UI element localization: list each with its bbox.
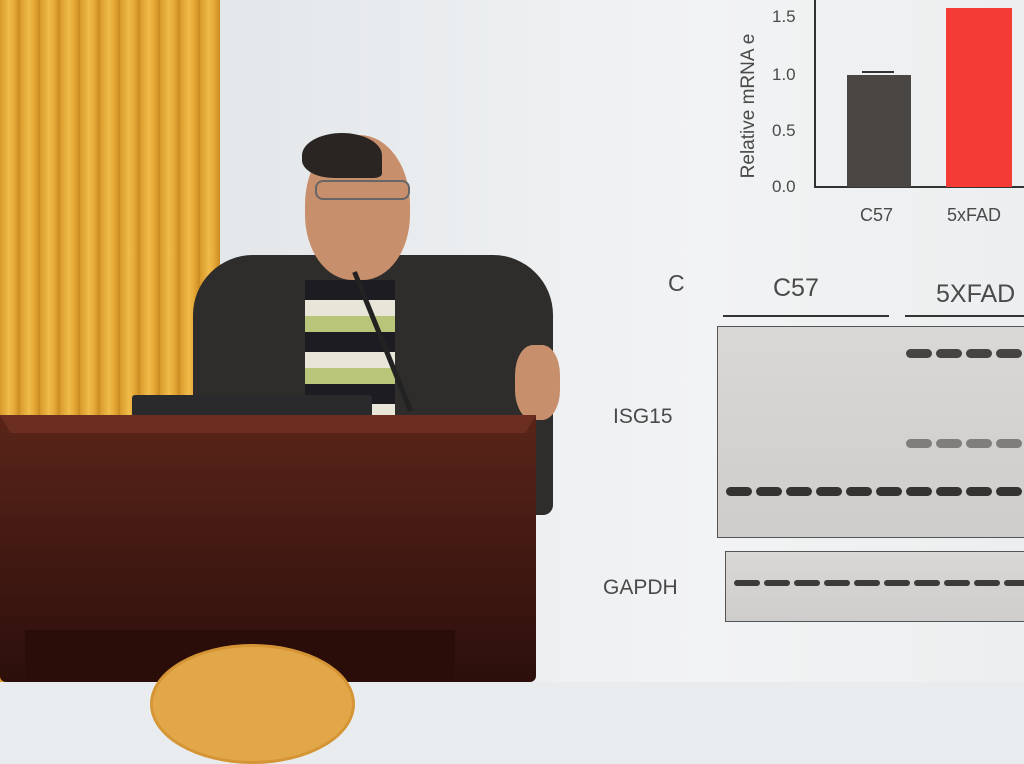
speaker-hand <box>515 345 560 420</box>
group-label-5xfad: 5XFAD <box>936 280 1016 308</box>
blot-band <box>824 580 850 586</box>
error-bar <box>862 71 894 73</box>
university-seal-logo <box>150 644 355 764</box>
blot-band <box>906 439 932 448</box>
blot-band <box>906 349 932 358</box>
blot-band <box>936 439 962 448</box>
blot-band <box>966 487 992 496</box>
blot-band <box>906 487 932 496</box>
y-axis-label: Relative mRNA e <box>738 33 759 179</box>
blot-band <box>764 580 790 586</box>
blot-band <box>996 439 1022 448</box>
x-tick-label: C57 <box>860 205 894 225</box>
blot-band <box>816 487 842 496</box>
bar-5xfad <box>946 7 1012 187</box>
blot-band <box>734 580 760 586</box>
blot-band <box>786 487 812 496</box>
blot-isg15 <box>717 326 1024 538</box>
bar-c57 <box>847 75 911 187</box>
blot-band <box>756 487 782 496</box>
blot-band <box>794 580 820 586</box>
blot-band <box>944 580 970 586</box>
blot-band <box>936 487 962 496</box>
blot-band <box>914 580 940 586</box>
podium-top <box>0 415 536 433</box>
x-tick-label: 5xFAD <box>947 205 1002 225</box>
blot-band <box>966 349 992 358</box>
row-label-gapdh: GAPDH <box>603 576 678 599</box>
y-tick: 0.0 <box>772 177 796 196</box>
blot-band <box>884 580 910 586</box>
panel-label: C <box>668 270 685 296</box>
group-line <box>905 315 1024 317</box>
x-axis <box>814 186 1024 188</box>
blot-gapdh <box>725 551 1024 622</box>
y-tick: 1.5 <box>772 7 796 26</box>
group-line <box>723 315 889 317</box>
y-tick: 0.5 <box>772 121 796 140</box>
speaker-hair <box>302 133 382 178</box>
blot-band <box>936 349 962 358</box>
y-axis <box>814 0 816 188</box>
blot-band <box>974 580 1000 586</box>
blot-band <box>726 487 752 496</box>
blot-band <box>996 487 1022 496</box>
blot-band <box>846 487 872 496</box>
y-tick: 1.0 <box>772 65 796 84</box>
blot-band <box>996 349 1022 358</box>
blot-band <box>854 580 880 586</box>
group-label-c57: C57 <box>773 274 819 302</box>
row-label-isg15: ISG15 <box>613 405 673 428</box>
blot-band <box>876 487 902 496</box>
blot-band <box>966 439 992 448</box>
blot-band <box>1004 580 1024 586</box>
glasses-icon <box>315 180 410 200</box>
